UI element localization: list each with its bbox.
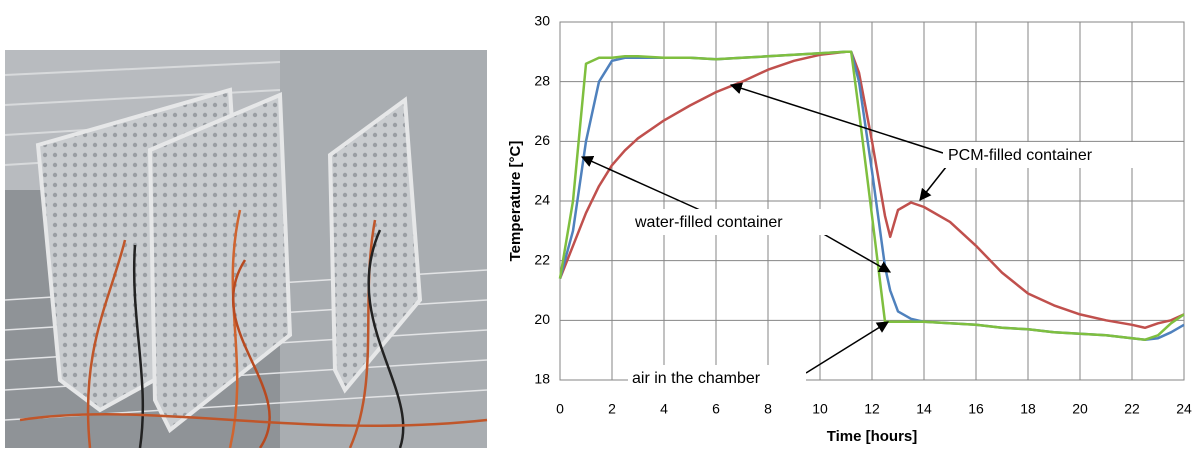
x-tick-label: 18 xyxy=(1020,401,1036,417)
x-tick-label: 10 xyxy=(812,401,828,417)
photo xyxy=(5,50,487,448)
y-tick-label: 28 xyxy=(534,72,550,88)
x-tick-label: 6 xyxy=(712,401,720,417)
x-tick-label: 22 xyxy=(1124,401,1140,417)
y-tick-label: 26 xyxy=(534,132,550,148)
x-tick-label: 4 xyxy=(660,401,668,417)
x-tick-label: 24 xyxy=(1176,401,1192,417)
figure: Time [hours] Temperature [°C] 1820222426… xyxy=(0,0,1199,448)
annotation: water-filled container xyxy=(634,214,783,231)
x-tick-label: 8 xyxy=(764,401,772,417)
x-tick-label: 20 xyxy=(1072,401,1088,417)
y-tick-label: 30 xyxy=(534,13,550,29)
annotation: PCM-filled container xyxy=(948,147,1093,164)
x-tick-label: 2 xyxy=(608,401,616,417)
x-tick-label: 14 xyxy=(916,401,932,417)
x-axis-label: Time [hours] xyxy=(827,428,918,445)
y-axis-label: Temperature [°C] xyxy=(507,141,524,262)
x-tick-label: 16 xyxy=(968,401,984,417)
page: {"chart_data": {"type": "line", "x_label… xyxy=(0,0,1199,453)
y-tick-label: 24 xyxy=(534,192,550,208)
x-tick-label: 12 xyxy=(864,401,880,417)
y-tick-label: 20 xyxy=(534,311,550,327)
x-tick-label: 0 xyxy=(556,401,564,417)
y-tick-label: 18 xyxy=(534,371,550,387)
y-tick-label: 22 xyxy=(534,251,550,267)
annotation: air in the chamber xyxy=(632,370,761,387)
